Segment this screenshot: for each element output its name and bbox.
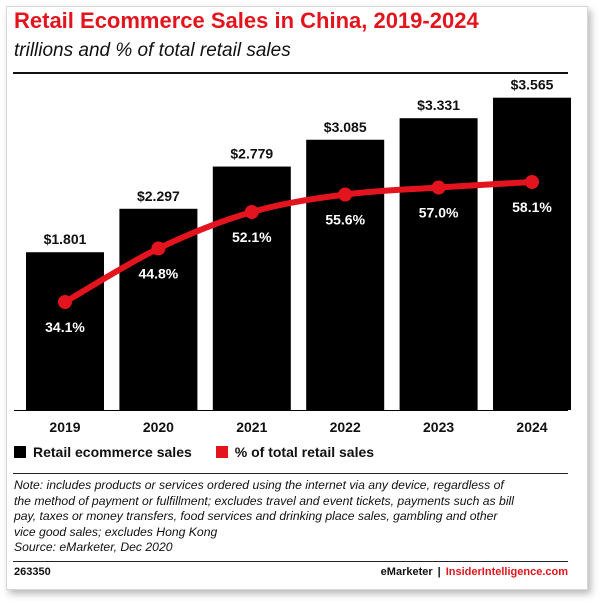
line-layer [58,175,539,309]
bar-value-label: $3.331 [417,97,460,113]
note-line: the method of payment or fulfillment; ex… [14,493,514,508]
footer-brand: eMarketer | InsiderIntelligence.com [381,566,568,578]
percent-point [431,180,446,195]
chart-id: 263350 [14,566,51,578]
chart-title: Retail Ecommerce Sales in China, 2019-20… [14,8,479,33]
note-line: Note: includes products or services orde… [14,478,504,492]
percent-label: 57.0% [419,205,459,221]
chart-subtitle: trillions and % of total retail sales [14,40,291,61]
x-tick-label: 2020 [143,419,174,435]
note-line: pay, taxes or money transfers, food serv… [14,509,498,524]
legend-label-bars: Retail ecommerce sales [33,444,192,460]
bar-value-label: $3.565 [511,77,554,93]
percent-label: 52.1% [232,229,272,245]
legend-swatch-line [215,446,228,458]
x-tick-label: 2019 [49,419,80,435]
x-tick-label: 2021 [236,419,267,435]
brand-insider-intelligence: InsiderIntelligence.com [445,566,568,578]
percent-point [525,175,539,189]
bars-layer [14,97,571,411]
percent-point [244,205,259,219]
x-tick-label: 2024 [516,419,547,435]
brand-separator: | [437,566,441,578]
bar [306,139,385,410]
percent-label: 58.1% [512,199,552,215]
note-source: Source: eMarketer, Dec 2020 [14,540,173,555]
bar [26,252,104,410]
bar-value-label: $2.297 [137,188,180,204]
chart-plot: $1.801 2019 $2.297 2020 $2.779 2021 $3.085 2022… [14,77,571,435]
percent-point [338,187,353,202]
percent-point [151,241,166,256]
bar-value-label: $1.801 [44,231,87,247]
brand-emarketer: eMarketer [380,566,433,578]
percent-label: 34.1% [45,319,85,335]
x-tick-label: 2022 [330,419,361,435]
legend-item-line: % of total retail sales [215,444,375,460]
labels-layer: $1.801 2019 $2.297 2020 $2.779 2021 $3.085 2022… [44,77,554,435]
legend-divider [13,473,568,474]
header-divider [13,72,568,74]
legend: Retail ecommerce sales % of total retail… [14,444,398,460]
legend-label-line: % of total retail sales [234,444,375,460]
bar-value-label: $2.779 [230,146,273,162]
footer-divider [13,561,568,562]
x-tick-label: 2023 [423,419,454,435]
note-line: vice good sales; excludes Hong Kong [14,524,218,539]
legend-swatch-bars [14,446,26,458]
percent-label: 44.8% [139,266,179,282]
legend-item-bars: Retail ecommerce sales [14,444,192,460]
percent-label: 55.6% [325,212,365,228]
bar-value-label: $3.085 [324,119,367,135]
bar [399,118,478,410]
bar [493,97,571,411]
chart-note: Note: includes products or services orde… [14,478,574,556]
percent-point [58,295,72,309]
